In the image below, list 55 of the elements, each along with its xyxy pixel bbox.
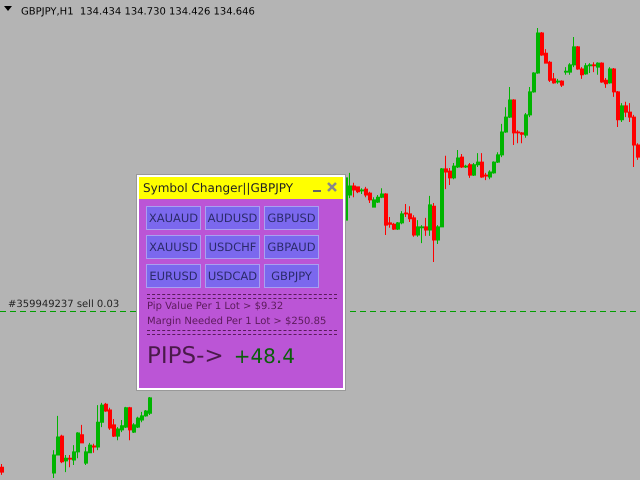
annotation: USDCHF bbox=[205, 235, 260, 259]
annotation: GBPJPY bbox=[264, 264, 319, 288]
candlestick bbox=[432, 202, 436, 262]
annotation: +48.4 bbox=[234, 344, 295, 368]
chart-title: GBPJPY,H1 134.434 134.730 134.426 134.646 bbox=[21, 6, 255, 18]
candlestick bbox=[460, 154, 464, 168]
candlestick bbox=[592, 62, 596, 73]
candlestick bbox=[356, 186, 360, 194]
annotation: PIPS-> bbox=[147, 343, 224, 369]
annotation: Symbol Changer||GBPJPY bbox=[143, 181, 294, 195]
candlestick bbox=[620, 102, 624, 123]
annotation: XAUAUD bbox=[146, 206, 201, 230]
annotation: USDCAD bbox=[205, 264, 260, 288]
candlestick bbox=[560, 80, 564, 88]
candlestick bbox=[80, 424, 84, 444]
ref-line-label: #359949237 sell 0.03 bbox=[8, 299, 120, 310]
annotation: EURUSD bbox=[146, 264, 201, 288]
candlestick bbox=[124, 406, 128, 429]
candlestick bbox=[360, 188, 364, 195]
candlestick bbox=[60, 434, 64, 464]
annotation: XAUUSD bbox=[146, 235, 201, 259]
annotation: Pip Value Per 1 Lot > $9.32 bbox=[147, 301, 284, 312]
candlestick bbox=[128, 406, 132, 441]
candlestick bbox=[136, 416, 140, 429]
candlestick bbox=[96, 404, 100, 451]
candlestick bbox=[148, 396, 152, 416]
candlestick bbox=[480, 152, 484, 178]
candlestick bbox=[64, 454, 68, 473]
candlestick bbox=[564, 66, 568, 76]
candlestick bbox=[596, 62, 600, 76]
candlestick bbox=[556, 78, 560, 84]
candlestick bbox=[588, 62, 592, 74]
annotation: GBPUSD bbox=[264, 206, 319, 230]
candlestick bbox=[424, 217, 428, 236]
candlestick bbox=[464, 164, 468, 168]
candlestick bbox=[444, 155, 448, 190]
candlestick bbox=[384, 192, 388, 236]
candlestick bbox=[380, 188, 384, 199]
candlestick bbox=[584, 62, 588, 76]
candlestick bbox=[468, 162, 472, 178]
candlestick bbox=[520, 131, 524, 144]
candlestick bbox=[608, 66, 612, 84]
candlestick bbox=[512, 98, 516, 146]
candlestick bbox=[428, 195, 432, 236]
annotation: Margin Needed Per 1 Lot > $250.85 bbox=[147, 316, 326, 327]
annotation: AUDUSD bbox=[205, 206, 260, 230]
candlestick bbox=[84, 446, 88, 466]
candlestick bbox=[68, 454, 72, 468]
candlestick bbox=[352, 182, 356, 198]
candlestick bbox=[368, 191, 372, 204]
candlestick bbox=[372, 196, 376, 208]
candlestick bbox=[92, 443, 96, 454]
candlestick bbox=[0, 464, 4, 476]
candlestick bbox=[624, 101, 628, 118]
annotation: GBPAUD bbox=[264, 235, 319, 259]
